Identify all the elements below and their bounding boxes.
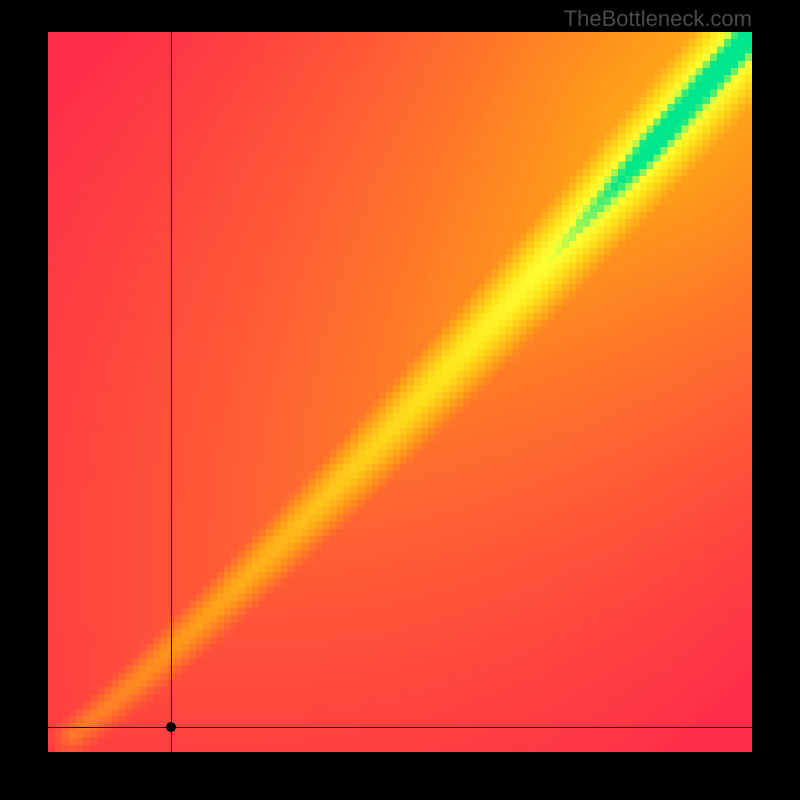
watermark-text: TheBottleneck.com [564,6,752,32]
heatmap-plot-area [48,32,752,752]
crosshair-horizontal [48,727,752,728]
crosshair-vertical [171,32,172,752]
crosshair-marker [166,722,176,732]
heatmap-canvas [48,32,752,752]
